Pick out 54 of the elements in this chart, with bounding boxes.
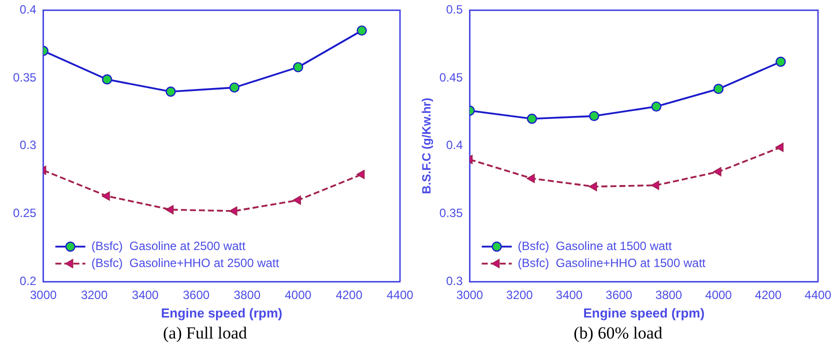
x-tick-label: 4000 bbox=[705, 288, 732, 302]
x-tick-label: 4400 bbox=[804, 288, 832, 302]
point bbox=[713, 167, 722, 176]
legend-label: (Bsfc) Gasoline at 2500 watt bbox=[91, 238, 246, 253]
x-tick-label: 3200 bbox=[80, 288, 108, 302]
point bbox=[526, 114, 538, 124]
point bbox=[102, 74, 112, 85]
point bbox=[526, 174, 535, 183]
x-tick-label: 4200 bbox=[754, 288, 782, 302]
point bbox=[776, 142, 784, 152]
y-tick-label: 0.45 bbox=[439, 70, 464, 84]
x-tick-label: 3000 bbox=[456, 288, 484, 302]
y-tick-label: 0.2 bbox=[20, 274, 37, 288]
x-tick-label: 3000 bbox=[30, 288, 58, 302]
y-tick-label: 0.25 bbox=[12, 206, 37, 220]
point bbox=[713, 84, 724, 94]
y-tick-label: 0.3 bbox=[20, 138, 37, 152]
legend-label: (Bsfc) Gasoline+HHO at 2500 watt bbox=[91, 256, 280, 270]
text: (b) 60% load bbox=[574, 323, 663, 342]
point bbox=[589, 110, 600, 122]
y-tick-label: 0.35 bbox=[439, 206, 464, 220]
x-tick-label: 3600 bbox=[606, 288, 633, 302]
x-axis-title: Engine speed (rpm) bbox=[161, 305, 282, 320]
x-tick-label: 3200 bbox=[506, 288, 534, 302]
y-tick-label: 0.35 bbox=[12, 70, 37, 84]
y-tick-label: 0.3 bbox=[446, 274, 464, 288]
x-tick-label: 4200 bbox=[336, 288, 363, 302]
point bbox=[356, 25, 367, 36]
x-tick-label: 3600 bbox=[182, 288, 210, 302]
point bbox=[589, 182, 597, 192]
point bbox=[356, 170, 365, 179]
legend-label: (Bsfc) Gasoline at 1500 watt bbox=[518, 238, 672, 253]
x-tick-label: 4000 bbox=[284, 288, 312, 302]
point bbox=[651, 180, 660, 190]
y-tick-label: 0.4 bbox=[20, 2, 37, 17]
point bbox=[166, 205, 174, 214]
x-tick-label: 3400 bbox=[132, 288, 159, 302]
point bbox=[651, 101, 662, 112]
x-tick-label: 3400 bbox=[556, 288, 583, 302]
point bbox=[293, 196, 301, 205]
y-axis-title: B.S.F.C (g/Kw.hr) bbox=[420, 98, 434, 194]
legend-label: (Bsfc) Gasoline+HHO at 1500 watt bbox=[518, 256, 706, 270]
point bbox=[293, 62, 304, 72]
y-tick-label: 0.5 bbox=[446, 2, 464, 17]
point bbox=[229, 206, 238, 216]
x-tick-label: 3800 bbox=[655, 288, 682, 302]
y-tick-label: 0.4 bbox=[446, 138, 464, 152]
point bbox=[166, 86, 176, 97]
point bbox=[776, 56, 786, 67]
text: (a) Full load bbox=[162, 323, 248, 342]
x-tick-label: 4400 bbox=[386, 288, 414, 302]
x-tick-label: 3800 bbox=[234, 288, 261, 302]
point bbox=[229, 82, 240, 93]
x-axis-title: Engine speed (rpm) bbox=[583, 305, 705, 320]
